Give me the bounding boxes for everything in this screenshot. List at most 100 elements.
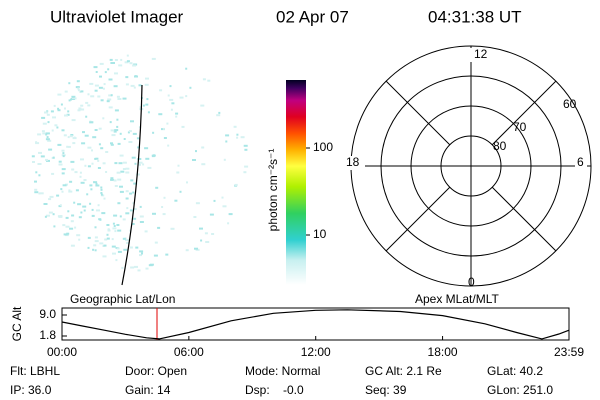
polar-grid <box>350 45 592 287</box>
speckle <box>179 96 184 99</box>
speckle <box>103 83 106 86</box>
speckle <box>79 171 82 174</box>
speckle <box>216 114 221 117</box>
speckle <box>69 180 73 183</box>
speckle <box>122 218 126 221</box>
speckle <box>58 215 63 218</box>
speckle <box>202 78 206 81</box>
speckle <box>125 171 130 174</box>
speckle <box>169 98 174 101</box>
info-field: Flt: LBHL <box>10 364 60 378</box>
speckle <box>112 222 115 225</box>
speckle <box>47 139 52 142</box>
speckle <box>100 192 103 194</box>
speckle <box>136 137 140 140</box>
speckle <box>125 83 129 86</box>
speckle <box>94 236 98 239</box>
speckle <box>111 134 116 137</box>
speckle <box>90 95 95 98</box>
speckle <box>99 62 104 65</box>
speckle <box>114 185 118 187</box>
speckle <box>155 186 159 189</box>
speckle <box>147 111 150 114</box>
speckle <box>244 148 248 151</box>
speckle <box>189 86 192 89</box>
speckle <box>94 226 97 229</box>
speckle <box>144 83 149 86</box>
speckle <box>82 205 87 208</box>
speckle <box>45 132 50 135</box>
speckle <box>59 204 62 207</box>
speckle <box>227 222 230 225</box>
speckle <box>44 215 47 218</box>
polar-caption: Apex MLat/MLT <box>415 292 499 306</box>
speckle <box>114 129 119 132</box>
speckle <box>124 61 129 64</box>
mlt-label: 6 <box>577 155 584 169</box>
speckle <box>122 161 127 164</box>
speckle <box>111 238 114 241</box>
speckle <box>145 267 149 270</box>
speckle <box>200 239 203 242</box>
speckle <box>42 122 47 125</box>
speckle <box>87 146 92 149</box>
speckle <box>130 179 134 182</box>
speckle <box>205 241 210 243</box>
speckle <box>201 163 206 166</box>
speckle <box>58 160 62 163</box>
speckle <box>107 68 110 71</box>
speckle <box>89 82 94 85</box>
speckle <box>87 246 90 249</box>
speckle <box>91 214 95 217</box>
speckle <box>106 100 110 103</box>
speckle <box>130 120 134 123</box>
speckle <box>52 116 56 119</box>
speckle <box>134 75 138 78</box>
speckle <box>151 57 156 60</box>
colorbar-label: photon cm⁻²s⁻¹ <box>266 149 280 232</box>
speckle <box>103 244 107 247</box>
speckle <box>37 163 42 165</box>
speckle <box>106 233 109 236</box>
speckle <box>96 209 100 212</box>
speckle <box>139 254 142 257</box>
x-tick-label: 12:00 <box>301 345 331 359</box>
speckle <box>35 171 38 174</box>
speckle <box>71 95 76 98</box>
speckle <box>147 166 152 169</box>
speckle <box>116 125 119 128</box>
label-bg <box>575 156 587 170</box>
speckle <box>244 165 249 168</box>
speckle <box>98 86 103 89</box>
speckle <box>110 129 115 132</box>
lat-label: 70 <box>513 120 527 134</box>
speckle <box>99 218 102 221</box>
speckle <box>223 158 226 161</box>
speckle <box>102 87 105 90</box>
speckle <box>142 104 145 107</box>
speckle <box>100 193 103 196</box>
speckle <box>133 182 138 185</box>
info-field: Mode: Normal <box>245 364 320 378</box>
speckle <box>48 198 52 201</box>
speckle <box>67 145 71 148</box>
speckle <box>154 241 158 244</box>
lat-label: 60 <box>563 97 577 111</box>
speckle <box>64 107 66 110</box>
speckle <box>89 184 93 187</box>
speckle <box>165 253 169 256</box>
speckle <box>145 77 149 80</box>
speckle <box>113 179 117 182</box>
speckle <box>116 224 120 226</box>
speckle <box>125 76 129 79</box>
speckle <box>167 144 170 147</box>
speckle <box>114 59 118 61</box>
speckle <box>44 111 48 114</box>
speckle <box>162 127 165 130</box>
speckle <box>153 154 155 157</box>
speckle <box>133 86 136 89</box>
speckle <box>152 131 155 134</box>
speckle <box>119 215 122 218</box>
speckle <box>201 146 205 149</box>
speckle <box>68 189 71 192</box>
